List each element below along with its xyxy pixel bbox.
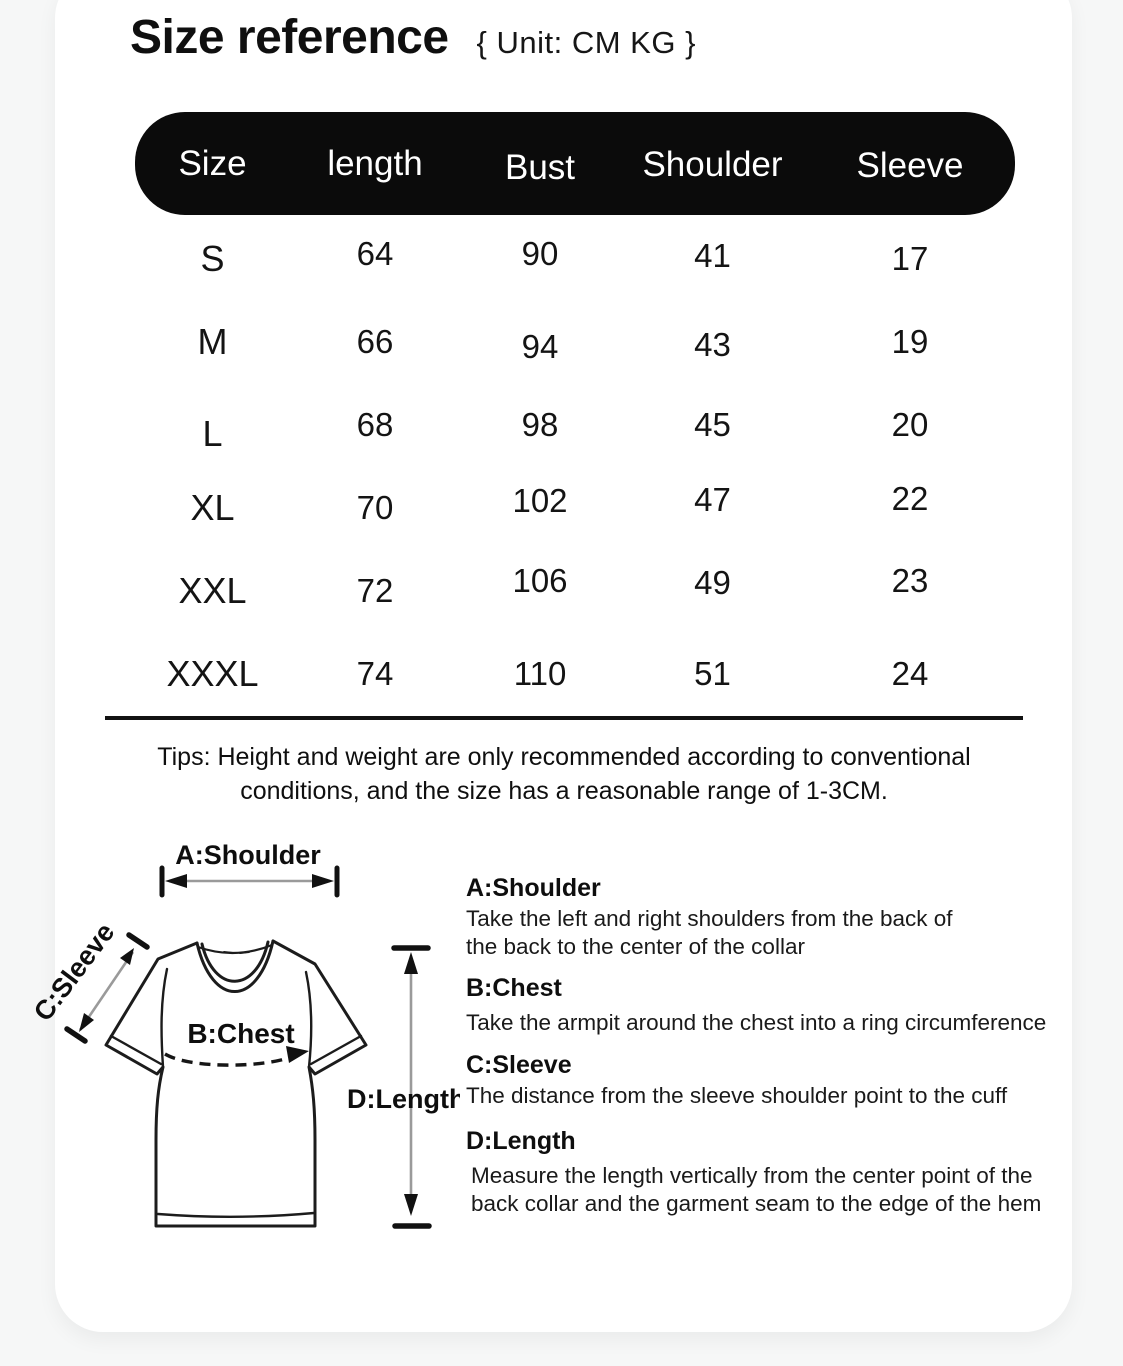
table-row-m: M 66 94 43 19 — [135, 301, 1015, 384]
table-row-xl: XL 70 102 47 22 — [135, 466, 1015, 549]
length-value: 74 — [356, 654, 394, 692]
tshirt-outline-drawing — [104, 939, 368, 1228]
size-table-header: Size length Bust Shoulder Sleeve — [135, 112, 1015, 215]
definition-desc: Take the armpit around the chest into a … — [466, 1009, 1106, 1037]
definition-desc: Measure the length vertically from the c… — [471, 1162, 1091, 1217]
length-measure-arrow: D:Length — [347, 945, 460, 1229]
definition-desc-line: the back to the center of the collar — [466, 933, 805, 959]
table-row-l: L 68 98 45 20 — [135, 384, 1015, 467]
table-bottom-rule — [105, 716, 1023, 720]
sleeve-value: 24 — [891, 654, 929, 692]
definition-term: B:Chest — [466, 974, 562, 1002]
sleeve-value: 20 — [891, 406, 929, 444]
size-label: XXL — [178, 569, 247, 611]
bust-value: 90 — [521, 235, 559, 273]
header-length: length — [327, 143, 423, 183]
bust-value: 98 — [521, 406, 559, 444]
definition-sleeve: C:Sleeve The distance from the sleeve sh… — [466, 1051, 1106, 1110]
definition-desc-line: Take the left and right shoulders from t… — [466, 906, 953, 931]
definition-term: A:Shoulder — [466, 874, 601, 902]
tips-line-1: Tips: Height and weight are only recomme… — [157, 743, 971, 771]
bust-value: 110 — [513, 654, 567, 692]
tips-line-2: conditions, and the size has a reasonabl… — [240, 777, 888, 805]
unit-note: { Unit: CM KG } — [476, 25, 696, 60]
shoulder-value: 45 — [694, 406, 731, 444]
length-value: 70 — [356, 488, 394, 526]
size-label: XXXL — [166, 652, 259, 694]
shoulder-value: 43 — [694, 326, 731, 364]
size-table-body: S 64 90 41 17 M 66 94 43 19 L 68 98 45 2… — [135, 218, 1015, 715]
tips-text: Tips: Height and weight are only recomme… — [70, 740, 1058, 808]
size-label: L — [202, 413, 223, 455]
sleeve-value: 17 — [891, 240, 929, 278]
definition-term: D:Length — [466, 1127, 576, 1155]
bust-value: 102 — [512, 481, 568, 519]
length-value: 68 — [356, 406, 394, 444]
shoulder-measure-arrow: A:Shoulder — [159, 840, 340, 898]
title-text: Size reference — [130, 11, 449, 64]
shoulder-value: 51 — [694, 654, 731, 692]
definition-length: D:Length Measure the length vertically f… — [466, 1127, 1091, 1217]
bust-value: 106 — [512, 561, 568, 599]
header-bust: Bust — [504, 147, 576, 187]
sleeve-label: C:Sleeve — [30, 917, 120, 1026]
table-row-xxxl: XXXL 74 110 51 24 — [135, 632, 1015, 715]
content-card — [55, 0, 1072, 1332]
header-sleeve: Sleeve — [856, 145, 964, 185]
table-row-s: S 64 90 41 17 — [135, 218, 1015, 301]
table-row-xxl: XXL 72 106 49 23 — [135, 549, 1015, 632]
shoulder-value: 49 — [694, 563, 731, 601]
definition-desc-line: back collar and the garment seam to the … — [471, 1190, 1042, 1216]
chest-measure-arrow: B:Chest — [164, 1018, 309, 1067]
length-value: 72 — [356, 571, 394, 609]
shoulder-label: A:Shoulder — [175, 840, 321, 870]
shoulder-value: 47 — [694, 480, 731, 518]
header-size: Size — [178, 143, 247, 183]
length-label: D:Length — [347, 1084, 460, 1114]
tshirt-measure-diagram: A:Shoulder C:Sleeve B:Chest D:Length — [30, 840, 460, 1229]
definition-desc-line: The distance from the sleeve shoulder po… — [466, 1083, 1008, 1108]
sleeve-measure-arrow: C:Sleeve — [30, 917, 150, 1044]
definition-desc: The distance from the sleeve shoulder po… — [466, 1082, 1106, 1110]
definition-term: C:Sleeve — [466, 1051, 572, 1079]
length-value: 66 — [356, 323, 394, 361]
bust-value: 94 — [521, 328, 559, 366]
definition-desc: Take the left and right shoulders from t… — [466, 905, 1026, 960]
sleeve-value: 22 — [891, 479, 929, 517]
page-title: Size reference { Unit: CM KG } — [130, 10, 696, 65]
definition-chest: B:Chest Take the armpit around the chest… — [466, 974, 1106, 1037]
length-value: 64 — [356, 235, 394, 273]
chest-label: B:Chest — [187, 1018, 294, 1049]
definition-shoulder: A:Shoulder Take the left and right shoul… — [466, 874, 1026, 960]
definition-desc-line: Take the armpit around the chest into a … — [466, 1010, 1047, 1035]
size-label: M — [197, 321, 228, 363]
definition-desc-line: Measure the length vertically from the c… — [471, 1163, 1033, 1188]
size-label: S — [200, 238, 225, 280]
sleeve-value: 23 — [891, 561, 929, 599]
sleeve-value: 19 — [891, 323, 929, 361]
size-label: XL — [190, 486, 235, 528]
shoulder-value: 41 — [694, 237, 731, 275]
header-shoulder: Shoulder — [642, 144, 783, 184]
